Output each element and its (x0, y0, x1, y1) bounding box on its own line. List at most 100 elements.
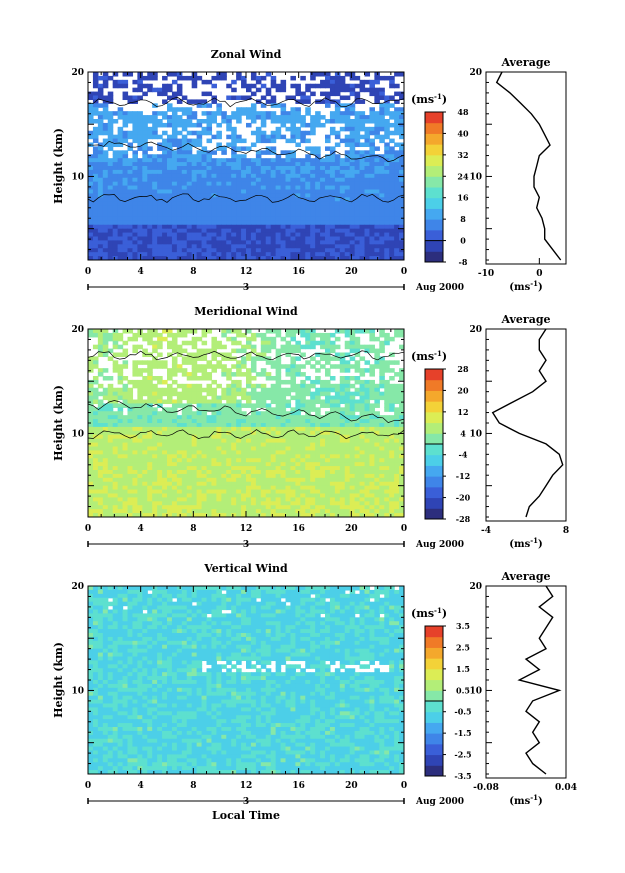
heatmap-cell (181, 166, 188, 171)
heatmap-cell (171, 111, 178, 116)
heatmap-cell (290, 395, 296, 401)
heatmap-cell (191, 489, 198, 495)
heatmap-cell (152, 477, 158, 483)
heatmap-cell (127, 379, 134, 385)
heatmap-cell (364, 368, 371, 373)
heatmap-cell (142, 489, 148, 495)
heatmap-cell (162, 166, 168, 171)
heatmap-cell (320, 430, 326, 436)
heatmap-cell (394, 415, 400, 420)
heatmap-cell (364, 485, 371, 491)
heatmap-cell (226, 458, 232, 463)
heatmap-cell (399, 209, 404, 214)
heatmap-cell (364, 466, 371, 471)
heatmap-cell (246, 169, 252, 175)
heatmap-cell (265, 372, 272, 377)
heatmap-cell (206, 201, 213, 206)
heatmap-cell (354, 134, 361, 140)
heatmap-cell (221, 368, 227, 373)
heatmap-cell (334, 356, 341, 361)
heatmap-cell (221, 256, 227, 260)
heatmap-cell (389, 497, 395, 502)
heatmap-cell (250, 213, 257, 218)
heatmap-cell (241, 450, 247, 455)
heatmap-cell (320, 470, 326, 475)
heatmap-cell (137, 173, 143, 179)
heatmap-cell (186, 462, 193, 467)
heatmap-cell (285, 489, 292, 495)
heatmap-cell (320, 162, 326, 167)
heatmap-cell (97, 489, 104, 495)
heatmap-cell (92, 72, 99, 77)
heatmap-cell (300, 395, 306, 401)
heatmap-cell (389, 473, 395, 479)
heatmap-cell (399, 376, 404, 381)
heatmap-cell (181, 415, 188, 420)
heatmap-cell (349, 477, 356, 483)
heatmap-cell (329, 150, 336, 155)
heatmap-cell (157, 232, 163, 238)
heatmap-cell (265, 236, 272, 242)
heatmap-cell (186, 423, 193, 428)
heatmap-cell (394, 213, 400, 218)
heatmap-cell (325, 224, 331, 230)
heatmap-cell (107, 430, 114, 436)
heatmap-cell (285, 399, 292, 405)
heatmap-cell (325, 415, 331, 420)
heatmap-cell (191, 395, 198, 401)
heatmap-cell (112, 458, 119, 463)
heatmap-cell (260, 95, 267, 101)
heatmap-cell (315, 177, 321, 183)
heatmap-cell (275, 489, 282, 495)
heatmap-cell (275, 103, 282, 108)
heatmap-cell (290, 185, 296, 191)
heatmap-cell (255, 415, 262, 420)
heatmap-cell (88, 162, 94, 167)
heatmap-cell (127, 95, 134, 101)
heatmap-cell (334, 383, 341, 389)
heatmap-cell (132, 232, 138, 238)
heatmap-cell (97, 415, 104, 420)
heatmap-cell (315, 395, 321, 401)
heatmap-cell (270, 415, 277, 420)
heatmap-cell (147, 430, 153, 436)
heatmap-cell (216, 470, 222, 475)
heatmap-cell (379, 244, 385, 249)
heatmap-cell (379, 372, 385, 377)
heatmap-cell (364, 72, 371, 77)
heatmap-cell (137, 497, 143, 502)
heatmap-cell (236, 205, 242, 210)
heatmap-cell (334, 470, 341, 475)
heatmap-cell (137, 411, 143, 416)
heatmap-cell (384, 336, 390, 342)
heatmap-cell (127, 450, 134, 455)
heatmap-cell (201, 470, 208, 475)
heatmap-cell (359, 115, 366, 120)
heatmap-cell (167, 395, 173, 401)
heatmap-cell (236, 248, 242, 253)
heatmap-cell (339, 252, 346, 257)
heatmap-cell (260, 248, 267, 253)
heatmap-cell (394, 224, 400, 230)
heatmap-cell (315, 166, 321, 171)
heatmap-cell (275, 423, 282, 428)
heatmap-cell (325, 134, 331, 140)
heatmap-cell (320, 450, 326, 455)
heatmap-cell (132, 130, 138, 136)
heatmap-cell (142, 336, 148, 342)
heatmap-cell (260, 395, 267, 401)
heatmap-cell (92, 438, 99, 444)
heatmap-cell (167, 244, 173, 249)
heatmap-cell (122, 185, 129, 191)
heatmap-cell (236, 201, 242, 206)
heatmap-cell (186, 446, 193, 452)
heatmap-cell (270, 458, 277, 463)
heatmap-cell (369, 252, 375, 257)
heatmap-cell (389, 173, 395, 179)
heatmap-cell (389, 224, 395, 230)
heatmap-cell (186, 438, 193, 444)
heatmap-cell (285, 209, 292, 214)
heatmap-cell (97, 181, 104, 187)
heatmap-cell (369, 150, 375, 155)
heatmap-cell (359, 497, 366, 502)
